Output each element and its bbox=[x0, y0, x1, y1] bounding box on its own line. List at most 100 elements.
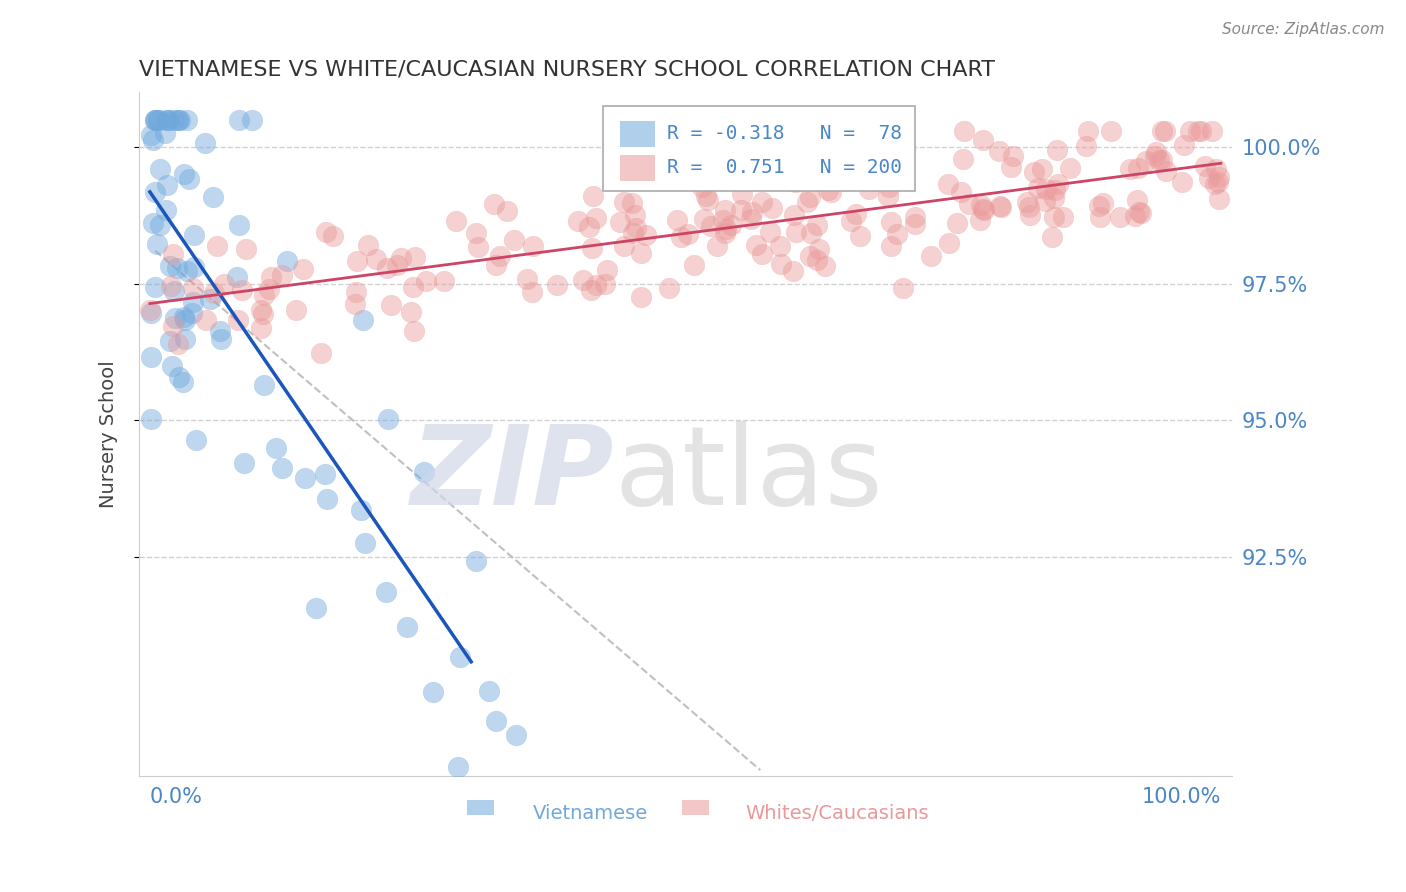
Point bbox=[485, 258, 508, 272]
Point bbox=[167, 370, 190, 384]
Point bbox=[176, 112, 198, 127]
Point bbox=[250, 320, 273, 334]
Text: R =  0.751   N = 200: R = 0.751 N = 200 bbox=[666, 158, 901, 177]
Point bbox=[630, 290, 652, 304]
Point bbox=[1059, 161, 1081, 175]
Point bbox=[1206, 175, 1229, 189]
Point bbox=[139, 302, 162, 317]
Point bbox=[315, 225, 337, 239]
Point bbox=[294, 471, 316, 485]
Point bbox=[593, 277, 616, 291]
Point bbox=[596, 263, 619, 277]
Point bbox=[143, 112, 166, 127]
Point bbox=[489, 249, 512, 263]
Point bbox=[385, 259, 408, 273]
Point bbox=[160, 278, 183, 293]
Point bbox=[183, 260, 205, 275]
Point bbox=[666, 213, 689, 227]
Point bbox=[173, 332, 195, 346]
Point bbox=[952, 123, 974, 137]
Text: 0.0%: 0.0% bbox=[150, 787, 202, 806]
Point bbox=[799, 190, 821, 204]
Point bbox=[1152, 153, 1174, 167]
Point bbox=[714, 226, 737, 240]
Point bbox=[505, 728, 527, 742]
FancyBboxPatch shape bbox=[603, 106, 915, 192]
Point bbox=[148, 112, 170, 127]
Point bbox=[904, 210, 927, 224]
Point bbox=[352, 313, 374, 327]
Point bbox=[180, 306, 202, 320]
Point bbox=[399, 304, 422, 318]
Point bbox=[880, 239, 903, 253]
Point bbox=[167, 337, 190, 351]
Point bbox=[806, 253, 828, 268]
Point bbox=[572, 272, 595, 286]
Point bbox=[585, 211, 607, 225]
Point bbox=[404, 250, 426, 264]
Point bbox=[841, 169, 863, 184]
Text: 100.0%: 100.0% bbox=[1142, 787, 1220, 806]
Point bbox=[613, 239, 636, 253]
Point bbox=[264, 441, 287, 455]
Point bbox=[1076, 123, 1098, 137]
Point bbox=[1147, 153, 1170, 168]
Point bbox=[226, 269, 249, 284]
Point bbox=[751, 247, 773, 261]
Bar bbox=[620, 155, 655, 181]
Point bbox=[181, 294, 204, 309]
Point bbox=[1015, 194, 1038, 209]
Bar bbox=[682, 799, 710, 814]
Point bbox=[1189, 123, 1212, 137]
Point bbox=[249, 303, 271, 318]
Point bbox=[165, 311, 187, 326]
Point bbox=[173, 167, 195, 181]
Point bbox=[271, 268, 294, 282]
Point bbox=[209, 324, 232, 338]
Point bbox=[142, 133, 165, 147]
Point bbox=[167, 112, 190, 127]
Point bbox=[578, 219, 600, 234]
Point bbox=[162, 359, 184, 373]
Point bbox=[693, 212, 716, 227]
Point bbox=[467, 240, 489, 254]
Point bbox=[350, 503, 373, 517]
Point bbox=[706, 239, 728, 253]
Point bbox=[357, 238, 380, 252]
Point bbox=[1043, 210, 1066, 224]
Point bbox=[143, 280, 166, 294]
Point bbox=[773, 165, 796, 179]
Point bbox=[322, 228, 344, 243]
Point bbox=[800, 226, 823, 240]
Point bbox=[159, 334, 181, 349]
Point bbox=[380, 298, 402, 312]
Point bbox=[240, 112, 263, 127]
Point bbox=[858, 182, 880, 196]
Point bbox=[785, 225, 807, 239]
Point bbox=[741, 205, 763, 219]
Point bbox=[676, 227, 699, 241]
Point bbox=[146, 112, 169, 127]
Point bbox=[1026, 180, 1049, 194]
Point bbox=[1019, 208, 1042, 222]
Point bbox=[309, 345, 332, 359]
Point bbox=[669, 230, 692, 244]
Point bbox=[1135, 153, 1157, 168]
Point bbox=[433, 274, 456, 288]
Point bbox=[849, 229, 872, 244]
Point bbox=[839, 214, 862, 228]
Point bbox=[163, 284, 186, 298]
Text: atlas: atlas bbox=[614, 421, 883, 528]
Point bbox=[139, 412, 162, 426]
Point bbox=[201, 190, 224, 204]
Point bbox=[938, 177, 960, 191]
Point bbox=[1187, 123, 1209, 137]
Point bbox=[1031, 162, 1053, 177]
Point bbox=[413, 465, 436, 479]
Point bbox=[375, 261, 398, 276]
Point bbox=[957, 197, 980, 211]
Point bbox=[1194, 159, 1216, 173]
Point bbox=[163, 112, 186, 127]
Point bbox=[845, 207, 868, 221]
Point bbox=[139, 128, 162, 143]
